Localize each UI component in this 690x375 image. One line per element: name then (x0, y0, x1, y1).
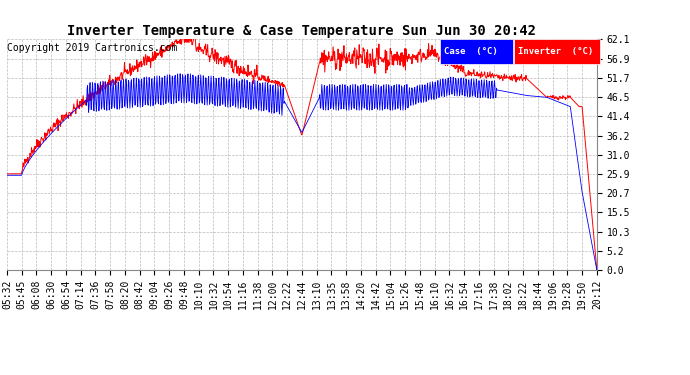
Text: Copyright 2019 Cartronics.com: Copyright 2019 Cartronics.com (7, 43, 177, 53)
Text: Case  (°C): Case (°C) (444, 47, 497, 56)
Text: Inverter  (°C): Inverter (°C) (518, 47, 593, 56)
Title: Inverter Temperature & Case Temperature Sun Jun 30 20:42: Inverter Temperature & Case Temperature … (68, 24, 536, 38)
